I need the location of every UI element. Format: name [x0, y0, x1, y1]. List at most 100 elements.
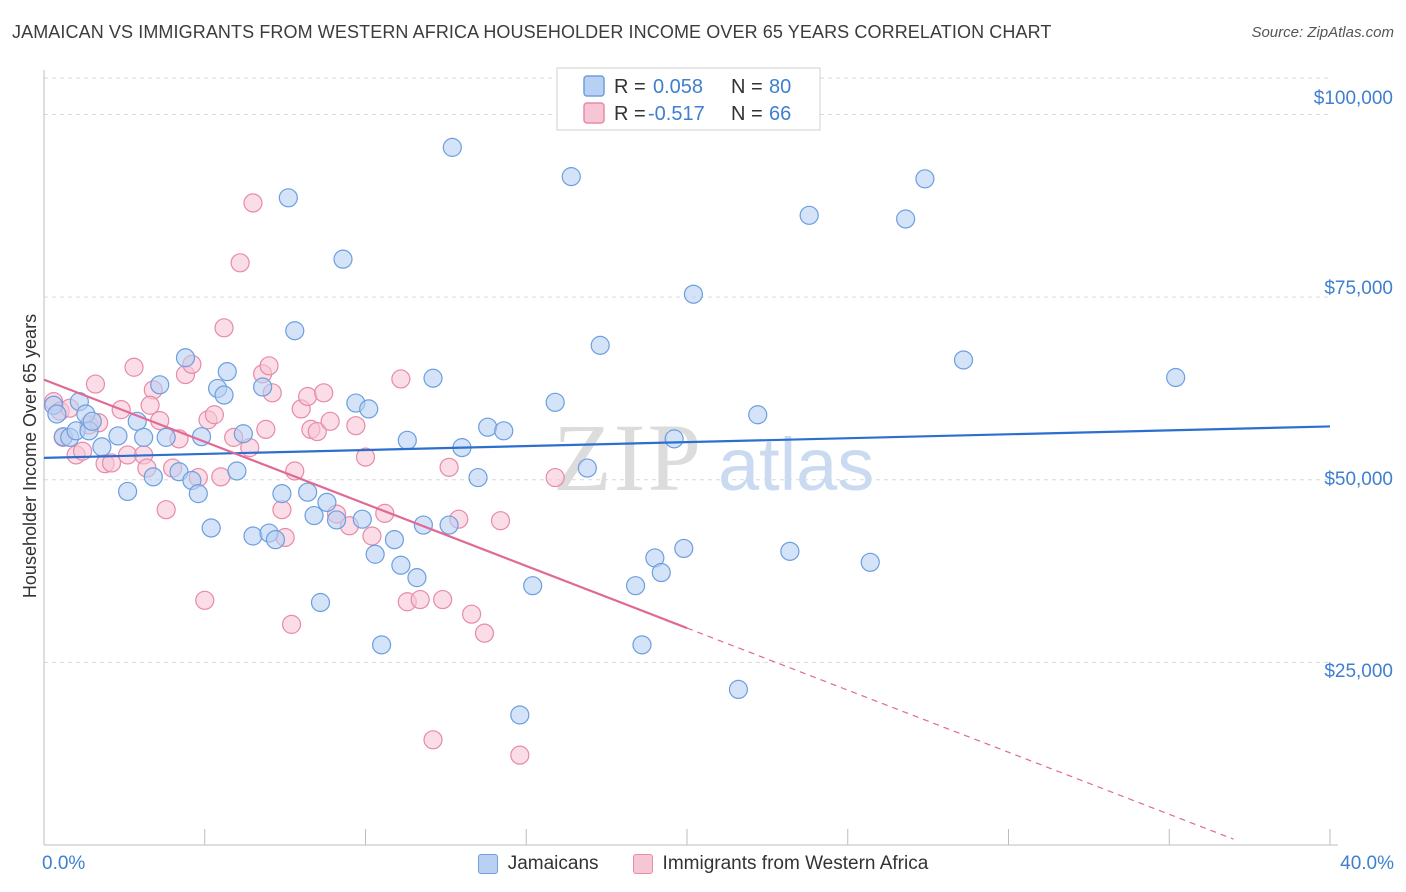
point-jamaicans-47 [391, 555, 411, 575]
point-jamaicans-9 [92, 437, 112, 457]
legend-swatch-jamaicans [477, 854, 498, 874]
point-immigrants-38 [281, 614, 302, 634]
trend-line-immigrants [43, 378, 688, 630]
point-immigrants-27 [211, 467, 231, 487]
point-jamaicans-36 [304, 505, 324, 526]
point-immigrants-7 [85, 374, 106, 394]
point-jamaicans-67 [651, 562, 671, 583]
point-jamaicans-52 [439, 515, 459, 535]
point-jamaicans-46 [384, 530, 405, 550]
point-immigrants-13 [124, 357, 144, 377]
point-jamaicans-55 [468, 467, 488, 488]
y-tick-label-100000: $100,000 [1314, 88, 1393, 109]
point-jamaicans-34 [285, 321, 305, 341]
point-jamaicans-51 [423, 368, 443, 388]
legend-label-jamaicans: Jamaicans [507, 853, 599, 874]
legend-swatch-immigrants [632, 854, 653, 874]
point-immigrants-30 [230, 253, 250, 273]
point-immigrants-54 [410, 589, 430, 610]
point-jamaicans-22 [201, 518, 221, 538]
point-jamaicans-64 [625, 576, 646, 596]
stats-n-label-immigrants: N = [731, 103, 763, 125]
point-jamaicans-29 [253, 377, 273, 397]
point-jamaicans-53 [442, 137, 462, 157]
point-jamaicans-61 [561, 167, 581, 187]
point-jamaicans-38 [317, 492, 337, 513]
point-jamaicans-14 [143, 467, 163, 487]
trend-lines [43, 378, 1331, 840]
legend-item-immigrants[interactable]: Immigrants from Western Africa [632, 853, 928, 875]
point-jamaicans-16 [156, 427, 176, 447]
point-jamaicans-65 [632, 635, 652, 655]
stats-r-label-jamaicans: R = [614, 76, 646, 98]
bottom-legend: Jamaicans Immigrants from Western Africa [0, 848, 1406, 880]
point-immigrants-60 [474, 623, 495, 643]
point-immigrants-65 [140, 395, 160, 415]
point-jamaicans-68 [664, 429, 684, 449]
watermark: ZIP atlas [553, 404, 874, 511]
point-immigrants-55 [423, 730, 443, 750]
point-immigrants-57 [439, 457, 459, 477]
point-immigrants-49 [355, 447, 376, 467]
point-jamaicans-32 [272, 484, 292, 504]
point-jamaicans-57 [494, 421, 514, 441]
point-immigrants-50 [362, 526, 382, 546]
point-jamaicans-40 [333, 249, 353, 269]
point-immigrants-48 [346, 416, 366, 436]
point-jamaicans-10 [108, 426, 128, 446]
point-jamaicans-37 [310, 592, 331, 613]
y-tick-labels: $25,000 $50,000 $75,000 $100,000 [1314, 88, 1393, 682]
point-jamaicans-76 [896, 209, 916, 229]
point-immigrants-59 [461, 604, 482, 624]
point-jamaicans-24 [214, 385, 234, 405]
point-immigrants-24 [195, 590, 215, 610]
point-jamaicans-75 [860, 552, 880, 572]
point-jamaicans-78 [953, 350, 974, 370]
point-jamaicans-56 [478, 417, 498, 437]
point-immigrants-45 [320, 411, 340, 431]
point-immigrants-56 [433, 589, 453, 610]
point-jamaicans-62 [577, 458, 597, 478]
point-jamaicans-15 [150, 375, 170, 395]
point-immigrants-64 [256, 419, 276, 439]
point-jamaicans-71 [728, 679, 749, 700]
point-jamaicans-48 [397, 430, 417, 450]
point-jamaicans-70 [683, 284, 704, 304]
stats-n-value-immigrants: 66 [769, 103, 791, 125]
point-jamaicans-11 [117, 481, 138, 502]
point-jamaicans-59 [523, 576, 543, 596]
y-axis-label: Householder Income Over 65 years [20, 314, 40, 598]
point-jamaicans-33 [278, 188, 298, 208]
point-jamaicans-20 [188, 484, 208, 504]
point-jamaicans-60 [545, 392, 565, 412]
point-jamaicans-13 [134, 427, 154, 447]
point-jamaicans-28 [243, 526, 263, 546]
point-immigrants-41 [298, 386, 318, 407]
point-immigrants-34 [259, 356, 279, 376]
point-jamaicans-26 [227, 461, 247, 481]
point-jamaicans-31 [265, 530, 286, 550]
trend-line-immigrants-extension [686, 627, 1234, 840]
point-jamaicans-8 [82, 411, 102, 431]
point-jamaicans-77 [915, 169, 935, 189]
chart-title: JAMAICAN VS IMMIGRANTS FROM WESTERN AFRI… [12, 22, 1052, 42]
point-jamaicans-58 [510, 705, 530, 725]
y-tick-label-25000: $25,000 [1324, 661, 1393, 682]
stats-r-label-immigrants: R = [614, 103, 646, 125]
point-jamaicans-27 [233, 424, 253, 444]
legend-item-jamaicans[interactable]: Jamaicans [477, 853, 599, 875]
point-immigrants-52 [391, 369, 411, 389]
point-jamaicans-35 [298, 482, 318, 502]
watermark-atlas: atlas [718, 423, 874, 506]
gridlines [44, 77, 1330, 663]
point-jamaicans-45 [371, 635, 392, 655]
stats-legend-swatch-jamaicans [583, 75, 605, 97]
stats-n-value-jamaicans: 80 [769, 76, 791, 98]
x-axis-ticks [43, 829, 1331, 845]
stats-legend: R = 0.058 N = 80 R = -0.517 N = 66 [556, 67, 821, 131]
point-immigrants-43 [307, 421, 327, 442]
point-immigrants-44 [314, 383, 334, 403]
y-tick-label-75000: $75,000 [1324, 278, 1393, 299]
point-jamaicans-72 [748, 405, 768, 425]
